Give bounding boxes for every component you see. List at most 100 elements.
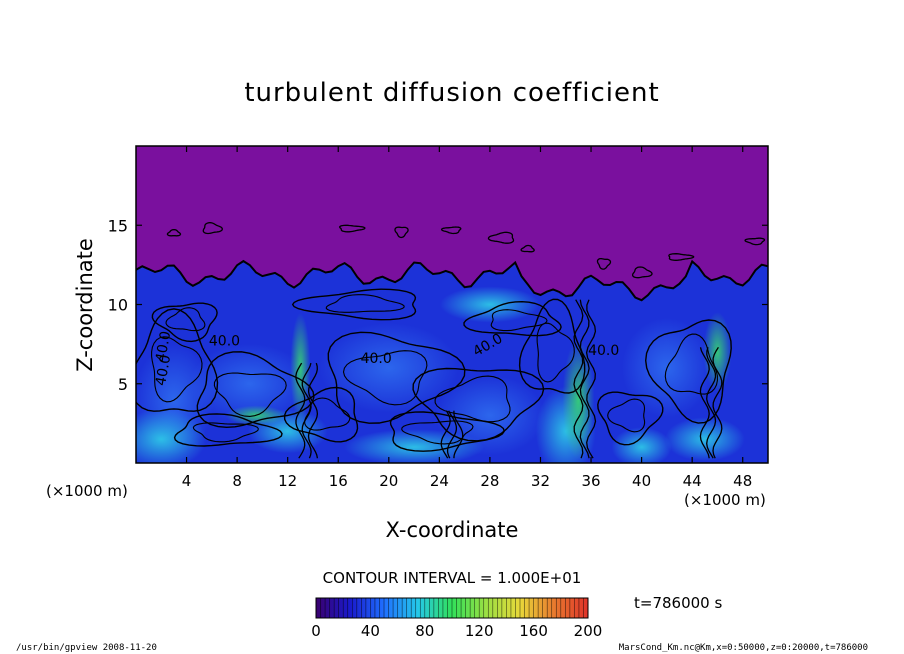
flow-blob [611,427,672,463]
footer-right: MarsCond_Km.nc@Km,x=0:50000,z=0:20000,t=… [619,643,868,653]
contour-line [518,298,586,394]
contour-line [401,420,474,445]
contour-line [744,237,766,246]
contour-line [325,294,405,313]
contour-line [165,307,206,332]
time-label: t=786000 s [634,594,722,612]
footer-left: /usr/bin/gpview 2008-11-20 [16,643,157,653]
x-tick-label: 24 [430,472,449,490]
contour-line [213,372,287,417]
contour-line [706,347,717,459]
contour-line [668,253,695,261]
flow-blob [439,286,540,323]
x-tick-label: 48 [733,472,752,490]
contour-line [596,257,612,270]
contour-line [327,331,466,424]
flow-blob [562,339,595,460]
contour-line [136,308,219,412]
contour-line [573,299,584,459]
colorbar [315,597,589,619]
contour-line [339,224,366,233]
contour-lines [136,222,768,459]
x-tick-label: 32 [531,472,550,490]
contour-value-label: 40.0 [361,351,392,367]
contour-line [644,319,732,424]
x-unit-right: (×1000 m) [684,491,766,509]
y-tick-label: 5 [118,375,128,394]
contour-value-label: 40.0 [153,330,174,363]
x-axis: 4 8 12 16 20 24 28 32 36 40 44 48 [182,146,752,490]
x-tick-label: 8 [232,472,242,490]
contour-line [196,351,315,429]
y-axis: 5 10 15 [108,216,768,394]
colorbar-frame [315,597,589,619]
chart-title: turbulent diffusion coefficient [244,78,659,108]
contour-line [579,299,590,459]
contour-line [412,367,545,442]
contour-line [440,410,451,459]
contour-line [307,362,319,459]
colorbar-tick-label: 160 [519,622,548,640]
contour-line [446,410,458,459]
x-tick-label: 20 [379,472,398,490]
flow-blob [189,343,310,424]
colorbar-tick-label: 40 [361,622,380,640]
x-tick-label: 4 [182,472,192,490]
contour-line [536,322,575,383]
flow-blob [664,417,745,462]
contour-line [394,226,409,239]
contour-line [173,413,283,447]
flow-blob [290,312,311,423]
flow-blob [703,312,732,393]
plot-area [136,146,768,463]
contour-line [342,350,428,406]
flow-blob [318,322,459,413]
contour-value-label: 40.0 [588,343,619,359]
colorbar-tick-label: 120 [465,622,494,640]
contour-line [631,266,653,279]
contour-interval: CONTOUR INTERVAL = 1.000E+01 [323,569,582,587]
contour-line [463,300,562,337]
contour-line [490,309,548,332]
y-tick-label: 15 [108,216,128,235]
contour-line [597,391,664,446]
contour-line [151,336,203,403]
contour-line [166,228,182,237]
x-tick-label: 12 [278,472,297,490]
x-tick-label: 44 [683,472,702,490]
contour-line [202,222,223,235]
contour-line [664,333,718,395]
y-tick-label: 10 [108,296,128,315]
contour-line [304,397,351,431]
contour-line [283,386,359,443]
flow-blobs [136,286,745,463]
contour-line [295,362,306,459]
contour-line [434,375,511,423]
colorbar-tick-label: 200 [574,622,603,640]
x-axis-label: X-coordinate [386,518,519,542]
contour-line [487,231,515,244]
x-tick-label: 16 [329,472,348,490]
contour-line [291,288,417,321]
colorbar-tick-labels: 0 40 80 120 160 200 [311,622,602,640]
contour-line [453,410,464,459]
contour-line [520,244,535,253]
contour-line [440,226,462,235]
contour-line [389,411,505,452]
x-unit-left: (×1000 m) [46,482,128,500]
contour-line [699,347,710,459]
contour-line [585,299,597,459]
y-axis-label: Z-coordinate [73,238,97,372]
contour-line [301,362,312,459]
colorbar-tick-label: 0 [311,622,321,640]
x-tick-label: 28 [480,472,499,490]
contour-value-label: 40.0 [153,354,174,387]
contour-line [192,422,259,443]
x-tick-label: 36 [581,472,600,490]
flow-blob [344,429,485,463]
colorbar-tick-label: 80 [415,622,434,640]
x-tick-label: 40 [632,472,651,490]
contour-line [712,346,723,459]
contour-line [151,302,218,343]
